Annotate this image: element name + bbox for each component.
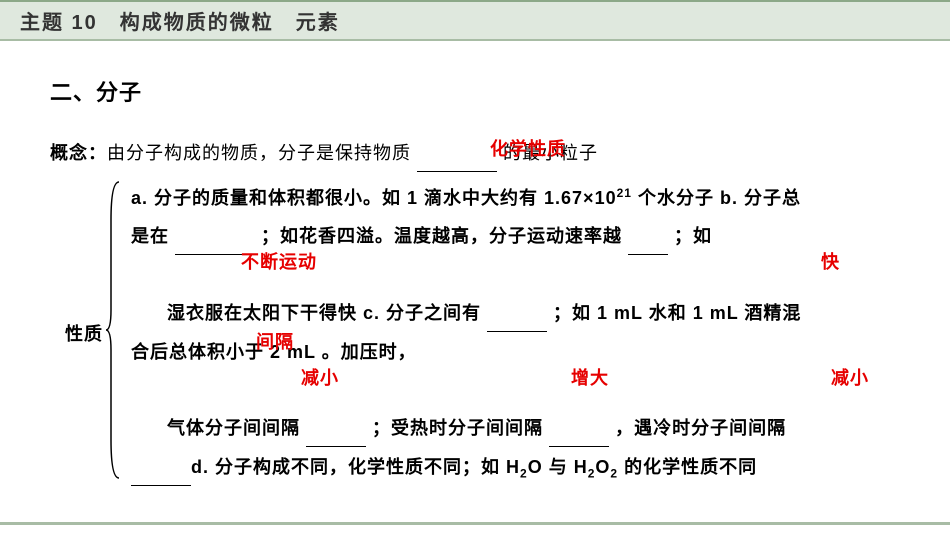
answer-b1: 不断运动	[241, 244, 317, 280]
line-f-sub1: 2	[520, 467, 528, 481]
line-c-pre: 湿衣服在太阳下干得快 c. 分子之间有	[167, 303, 487, 323]
spacer-2	[131, 372, 900, 408]
brace-column	[105, 180, 123, 488]
answer-c: 间隔	[256, 324, 294, 360]
line-f-pre: d. 分子构成不同，化学性质不同；如 H	[191, 457, 520, 477]
blank-f	[131, 449, 191, 486]
line-a-text: a. 分子的质量和体积都很小。如 1 滴水中大约有 1.67×10	[131, 188, 617, 208]
blank-c	[487, 295, 547, 332]
line-b-tail: ；如	[668, 226, 712, 246]
line-b-mid: ；如花香四溢。温度越高，分子运动速率越	[255, 226, 628, 246]
blank-b2	[628, 218, 668, 255]
line-a: a. 分子的质量和体积都很小。如 1 滴水中大约有 1.67×1021 个水分子…	[131, 180, 900, 216]
left-brace-icon	[105, 180, 123, 480]
concept-prefix: 由分子构成的物质，分子是保持物质	[107, 143, 417, 163]
line-a-tail: 个水分子 b. 分子总	[632, 188, 801, 208]
line-f-mid2: O	[595, 457, 610, 477]
line-c2: 合后总体积小于 2 mL 。加压时， 间隔 减小 增大 减小	[131, 334, 900, 370]
concept-blank	[417, 135, 497, 172]
concept-label: 概念：	[50, 143, 107, 163]
section-title: 二、分子	[50, 71, 900, 115]
answer-d2: 增大	[571, 360, 609, 396]
line-e-pre: 气体分子间间隔	[167, 418, 306, 438]
blank-e1	[306, 410, 366, 447]
properties-block: 性质 a. 分子的质量和体积都很小。如 1 滴水中大约有 1.67×1021 个…	[50, 180, 900, 488]
line-f-sub3: 2	[610, 467, 618, 481]
concept-line: 概念：由分子构成的物质，分子是保持物质 的最小粒子 化学性质	[50, 135, 900, 172]
line-f: d. 分子构成不同，化学性质不同；如 H2O 与 H2O2 的化学性质不同	[131, 449, 900, 486]
concept-answer: 化学性质	[490, 131, 566, 167]
header-title: 主题 10 构成物质的微粒 元素	[20, 12, 340, 34]
blank-e2	[549, 410, 609, 447]
line-b-pre: 是在	[131, 226, 175, 246]
line-a-sup: 21	[617, 186, 632, 200]
properties-body: a. 分子的质量和体积都很小。如 1 滴水中大约有 1.67×1021 个水分子…	[123, 180, 900, 488]
line-e-tail: ，遇冷时分子间间隔	[609, 418, 786, 438]
line-f-mid: O 与 H	[528, 457, 588, 477]
line-b: 是在 ；如花香四溢。温度越高，分子运动速率越 ；如 不断运动 快	[131, 218, 900, 255]
content-area: 二、分子 概念：由分子构成的物质，分子是保持物质 的最小粒子 化学性质 性质 a…	[0, 41, 950, 498]
header-bar: 主题 10 构成物质的微粒 元素	[0, 0, 950, 41]
properties-label: 性质	[50, 180, 105, 488]
answer-d1: 减小	[301, 360, 339, 396]
line-e: 气体分子间间隔 ；受热时分子间间隔 ，遇冷时分子间间隔	[131, 410, 900, 447]
answer-d3: 减小	[831, 360, 869, 396]
line-c: 湿衣服在太阳下干得快 c. 分子之间有 ；如 1 mL 水和 1 mL 酒精混	[131, 295, 900, 332]
line-f-tail: 的化学性质不同	[618, 457, 757, 477]
footer-divider	[0, 522, 950, 525]
line-c-tail: ；如 1 mL 水和 1 mL 酒精混	[547, 303, 801, 323]
line-e-mid: ；受热时分子间间隔	[366, 418, 549, 438]
answer-b2: 快	[821, 244, 840, 280]
